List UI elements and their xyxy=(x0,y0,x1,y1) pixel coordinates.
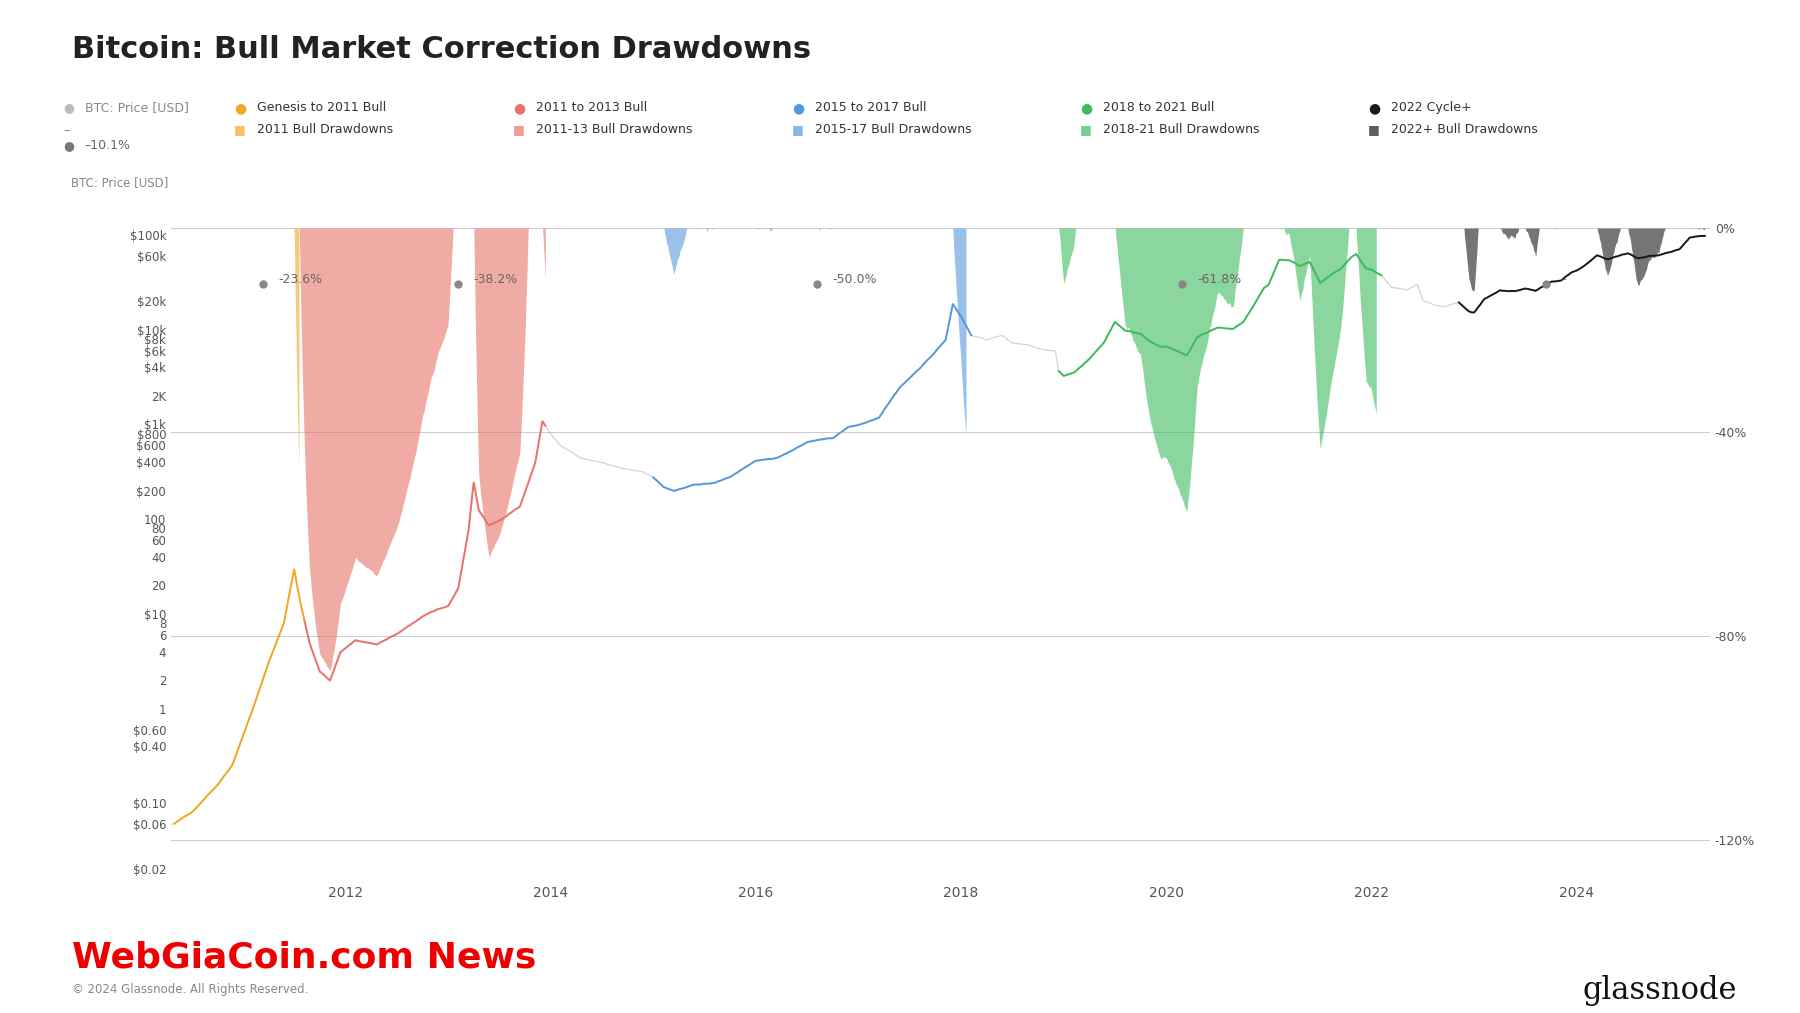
Text: 2011 to 2013 Bull: 2011 to 2013 Bull xyxy=(536,101,648,114)
Text: -61.8%: -61.8% xyxy=(1197,272,1242,286)
Text: –: – xyxy=(63,124,68,137)
Text: -50.0%: -50.0% xyxy=(833,272,877,286)
Text: ●: ● xyxy=(234,101,247,115)
Text: © 2024 Glassnode. All Rights Reserved.: © 2024 Glassnode. All Rights Reserved. xyxy=(72,983,308,996)
Text: ●: ● xyxy=(63,139,74,152)
Text: Genesis to 2011 Bull: Genesis to 2011 Bull xyxy=(257,101,387,114)
Text: ●: ● xyxy=(1080,101,1093,115)
Text: ●: ● xyxy=(513,101,526,115)
Text: BTC: Price [USD]: BTC: Price [USD] xyxy=(70,176,169,189)
Text: ●: ● xyxy=(63,101,74,114)
Text: WebGiaCoin.com News: WebGiaCoin.com News xyxy=(72,940,536,975)
Text: Bitcoin: Bull Market Correction Drawdowns: Bitcoin: Bull Market Correction Drawdown… xyxy=(72,35,812,65)
Text: 2018 to 2021 Bull: 2018 to 2021 Bull xyxy=(1103,101,1215,114)
Text: –10.1%: –10.1% xyxy=(85,139,131,152)
Text: 2015-17 Bull Drawdowns: 2015-17 Bull Drawdowns xyxy=(815,123,972,136)
Text: glassnode: glassnode xyxy=(1582,975,1737,1006)
Text: ●: ● xyxy=(1368,101,1381,115)
Text: 2011 Bull Drawdowns: 2011 Bull Drawdowns xyxy=(257,123,394,136)
Text: 2018-21 Bull Drawdowns: 2018-21 Bull Drawdowns xyxy=(1103,123,1260,136)
Text: -38.2%: -38.2% xyxy=(473,272,518,286)
Text: ■: ■ xyxy=(792,123,805,136)
Text: ■: ■ xyxy=(1368,123,1381,136)
Text: -: - xyxy=(1561,272,1566,286)
Text: 2011-13 Bull Drawdowns: 2011-13 Bull Drawdowns xyxy=(536,123,693,136)
Text: ■: ■ xyxy=(1080,123,1093,136)
Text: ■: ■ xyxy=(234,123,247,136)
Text: BTC: Price [USD]: BTC: Price [USD] xyxy=(85,101,189,114)
Text: ●: ● xyxy=(792,101,805,115)
Text: 2015 to 2017 Bull: 2015 to 2017 Bull xyxy=(815,101,927,114)
Text: ■: ■ xyxy=(513,123,526,136)
Text: -23.6%: -23.6% xyxy=(279,272,322,286)
Text: 2022+ Bull Drawdowns: 2022+ Bull Drawdowns xyxy=(1391,123,1539,136)
Text: 2022 Cycle+: 2022 Cycle+ xyxy=(1391,101,1472,114)
